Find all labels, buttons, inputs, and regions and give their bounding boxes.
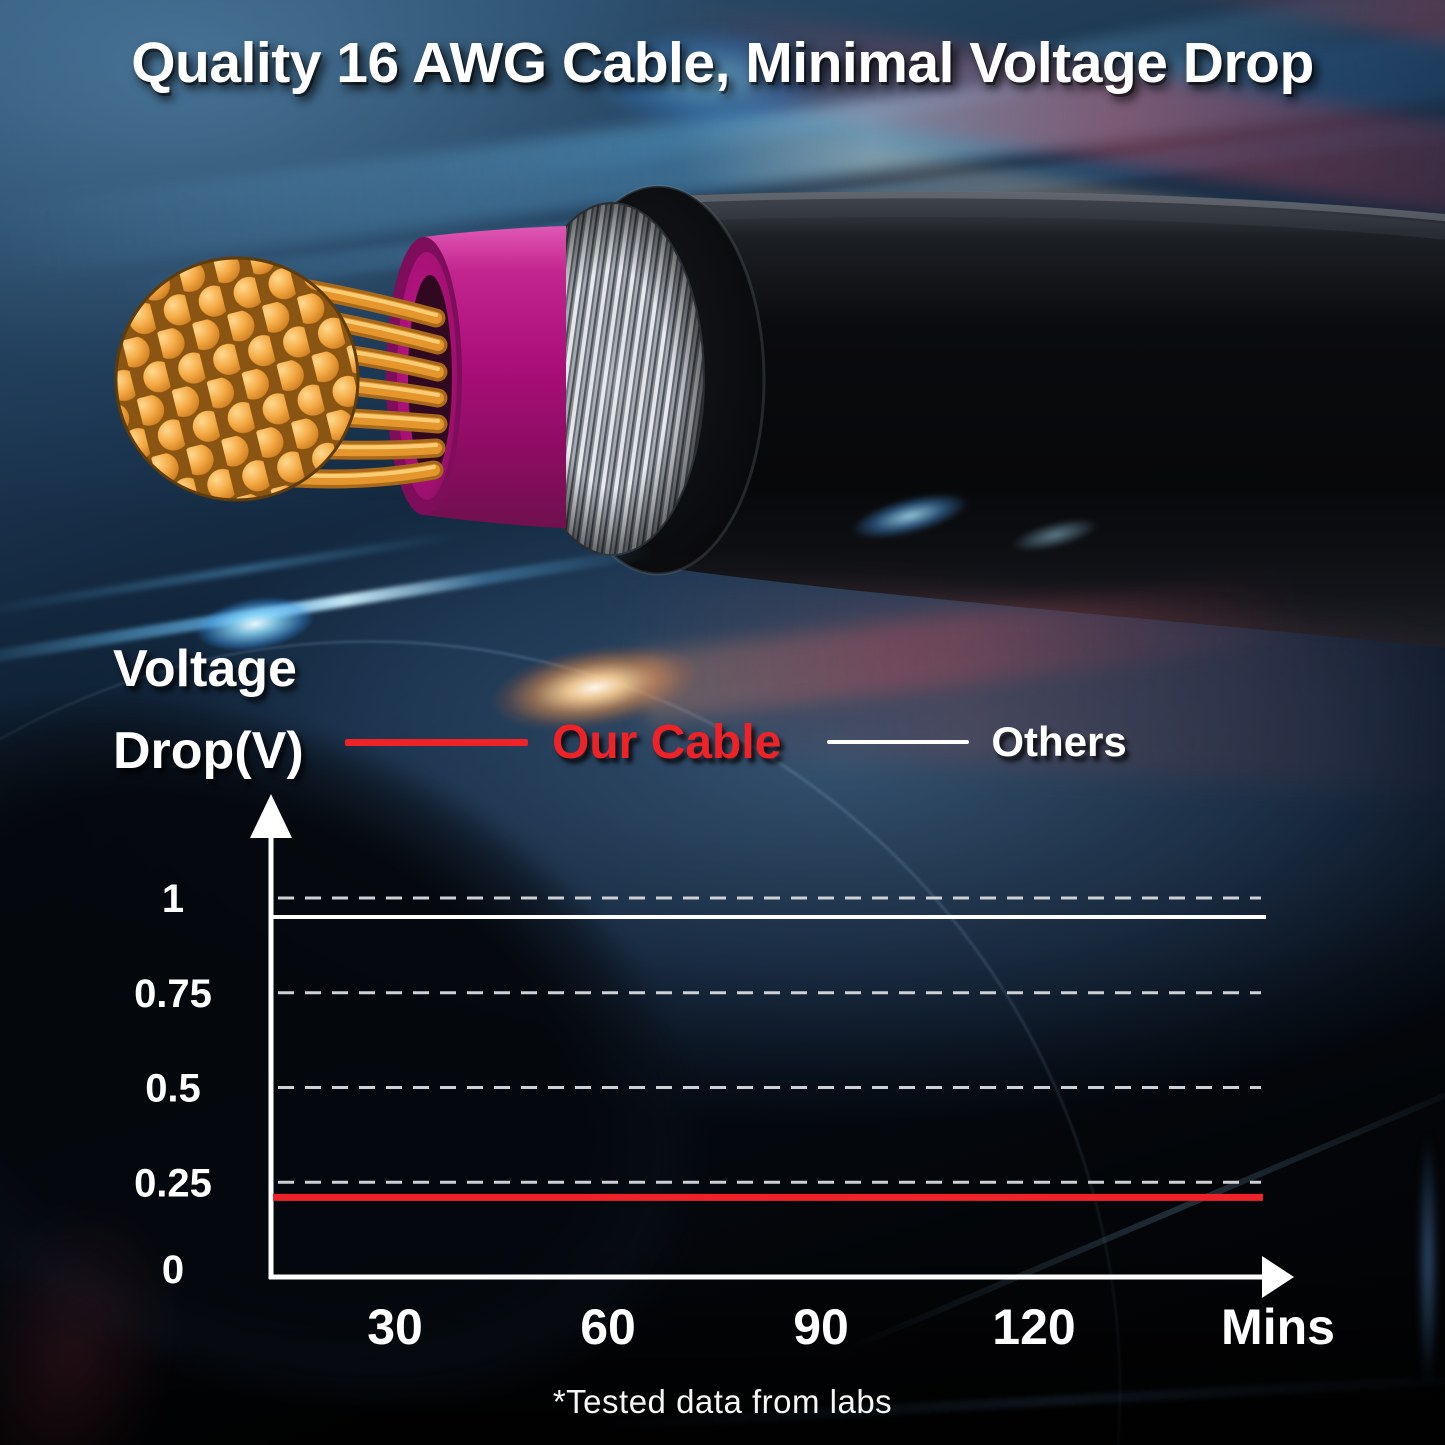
title-glow [560, 14, 860, 146]
y-axis-title-line2: Drop(V) [113, 722, 304, 780]
chart-legend: Our Cable Others [345, 706, 1127, 778]
others-line-swatch [827, 740, 970, 744]
y-axis-title: Voltage Drop(V) [113, 628, 304, 792]
legend-label-our-cable: Our Cable [552, 715, 782, 769]
edge-blue-sliver [1418, 1130, 1438, 1390]
y-axis-title-line1: Voltage [113, 640, 297, 698]
page-title: Quality 16 AWG Cable, Minimal Voltage Dr… [131, 31, 1314, 95]
legend-label-others: Others [991, 718, 1127, 765]
footnote: *Tested data from labs [552, 1383, 893, 1420]
cable-copper-bundle-face [114, 256, 360, 502]
our-cable-line-swatch [345, 738, 528, 746]
